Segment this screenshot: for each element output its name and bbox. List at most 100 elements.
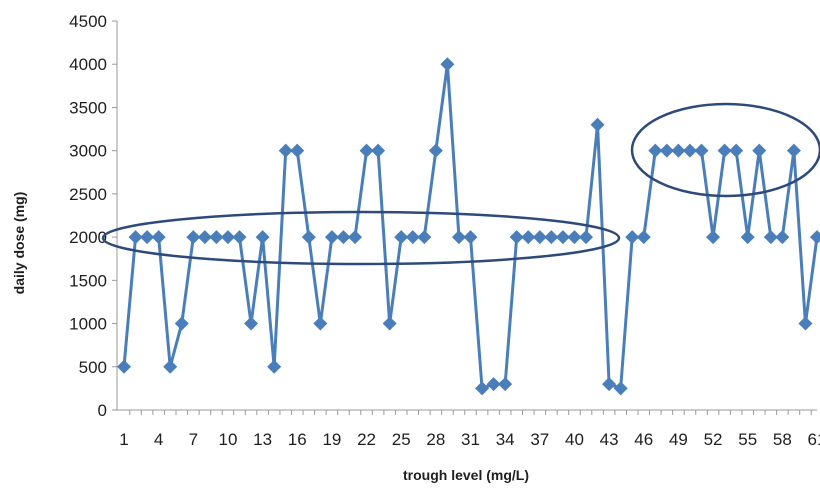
data-point (763, 230, 778, 245)
data-point (486, 377, 501, 392)
data-point (752, 143, 767, 158)
x-tick-label: 40 (565, 430, 584, 449)
x-tick-label: 16 (288, 430, 307, 449)
data-point (405, 230, 420, 245)
x-axis-title: trough level (mg/L) (403, 467, 529, 483)
data-point (671, 143, 686, 158)
data-point (151, 230, 166, 245)
data-point (659, 143, 674, 158)
data-point (440, 57, 455, 72)
data-point (417, 230, 432, 245)
y-tick-label: 2000 (69, 228, 107, 247)
data-point (382, 316, 397, 331)
data-point (117, 359, 131, 374)
data-point (174, 316, 189, 331)
data-point (521, 230, 536, 245)
x-tick-label: 22 (357, 430, 376, 449)
data-point (729, 143, 744, 158)
data-point (798, 316, 813, 331)
data-point (209, 230, 224, 245)
x-tick-label: 43 (600, 430, 619, 449)
data-point (636, 230, 651, 245)
data-point (140, 230, 155, 245)
data-point (220, 230, 235, 245)
y-tick-label: 1500 (69, 271, 107, 290)
x-tick-label: 13 (253, 430, 272, 449)
x-tick-label: 10 (218, 430, 237, 449)
data-point (244, 316, 259, 331)
data-point (290, 143, 305, 158)
x-tick-label: 55 (738, 430, 757, 449)
data-point (232, 230, 247, 245)
annotation-ellipse (101, 210, 621, 266)
y-axis: 0 500 1000 1500 2000 2500 3000 3500 4000 4500 (69, 12, 118, 420)
annotation-ellipse (630, 102, 820, 198)
x-tick-label: 46 (634, 430, 653, 449)
x-tick-label: 37 (530, 430, 549, 449)
data-point (163, 359, 178, 374)
data-point (810, 230, 820, 245)
data-point (682, 143, 697, 158)
y-axis-title: daily dose (mg) (11, 192, 27, 295)
data-point (428, 143, 443, 158)
y-tick-label: 1000 (69, 315, 107, 334)
data-point (775, 230, 790, 245)
data-point (475, 381, 490, 396)
data-point (532, 230, 547, 245)
data-point (186, 230, 201, 245)
x-tick-label: 25 (392, 430, 411, 449)
data-point (371, 143, 386, 158)
data-point (394, 230, 409, 245)
series-line (122, 62, 819, 390)
x-tick-label: 28 (426, 430, 445, 449)
data-point (786, 143, 801, 158)
data-point (579, 230, 593, 245)
y-tick-label: 3000 (69, 142, 107, 161)
data-point (128, 230, 143, 245)
data-point (255, 230, 270, 245)
x-tick-label: 52 (704, 430, 723, 449)
y-tick-label: 500 (79, 358, 107, 377)
data-point (359, 143, 374, 158)
y-tick-label: 2500 (69, 185, 107, 204)
x-tick-label: 31 (461, 430, 480, 449)
x-tick-label: 1 (119, 430, 128, 449)
data-point (717, 143, 732, 158)
data-point (509, 230, 524, 245)
data-point (313, 316, 328, 331)
x-tick-label: 4 (154, 430, 163, 449)
data-point (602, 377, 617, 392)
data-point (267, 359, 282, 374)
data-point (544, 230, 559, 245)
data-point (613, 381, 628, 396)
x-tick-label: 61 (808, 430, 820, 449)
data-point (348, 230, 362, 245)
data-point (463, 230, 478, 245)
y-tick-label: 0 (98, 401, 107, 420)
data-point (567, 230, 582, 245)
data-point (706, 230, 721, 245)
x-tick-label: 19 (322, 430, 341, 449)
data-point (590, 117, 605, 132)
x-tick-label: 58 (773, 430, 792, 449)
data-point (336, 230, 351, 245)
x-tick-label: 34 (496, 430, 515, 449)
series-layer (117, 57, 820, 396)
x-tick-label: 49 (669, 430, 688, 449)
data-point (324, 230, 339, 245)
data-point (197, 230, 212, 245)
annotation-layer (101, 102, 820, 266)
y-tick-label: 4500 (69, 12, 107, 31)
data-point (555, 230, 570, 245)
data-point (625, 230, 640, 245)
data-point (451, 230, 466, 245)
x-tick-label: 7 (189, 430, 198, 449)
data-point (694, 143, 709, 158)
x-axis: 1 4 7 10 13 16 19 22 25 28 31 34 37 40 43 46 49 52 55 58 61 (117, 409, 820, 449)
y-tick-label: 3500 (69, 98, 107, 117)
y-tick-label: 4000 (69, 55, 107, 74)
data-point (301, 230, 316, 245)
data-point (498, 377, 513, 392)
data-point (278, 143, 293, 158)
